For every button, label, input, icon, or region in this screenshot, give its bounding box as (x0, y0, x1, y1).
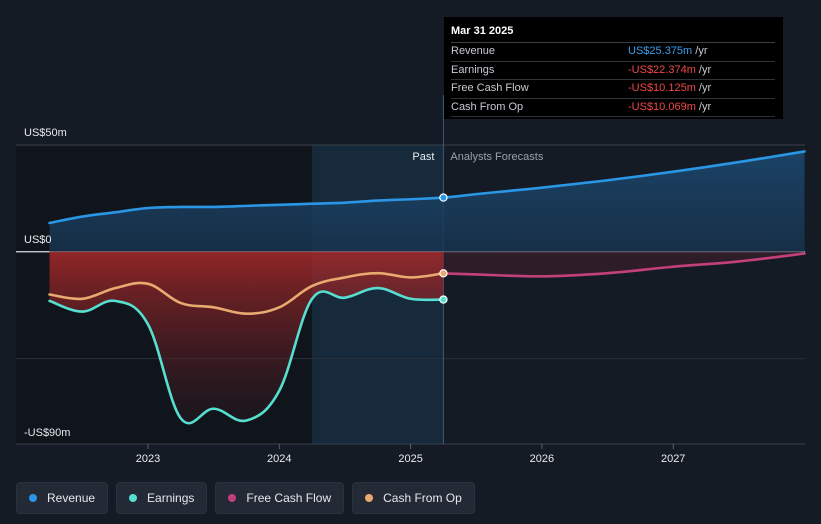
legend-label: Earnings (147, 491, 195, 505)
tooltip-label: Cash From Op (451, 100, 524, 113)
tooltip-value: -US$10.125m /yr (628, 82, 712, 94)
x-tick-label: 2025 (398, 453, 422, 465)
marker-cash-from-op[interactable] (439, 269, 448, 278)
y-label-bottom: -US$90m (24, 427, 70, 439)
x-tick-label: 2027 (661, 453, 685, 465)
tooltip-row: Revenue US$25.375m /yr (451, 43, 775, 62)
revenue-area (49, 151, 805, 252)
tooltip-value: -US$22.374m /yr (628, 63, 712, 76)
tooltip-row: Earnings -US$22.374m /yr (451, 62, 775, 80)
tooltip-label: Free Cash Flow (451, 82, 529, 94)
past-label: Past (412, 151, 434, 163)
legend-label: Cash From Op (383, 491, 462, 505)
series-line-cash-from-op (48, 271, 445, 316)
tooltip-label: Revenue (451, 45, 496, 57)
marker-earnings[interactable] (439, 295, 448, 304)
legend-label: Free Cash Flow (246, 491, 332, 505)
series-line-free-cash-flow (442, 252, 806, 278)
legend-dot-icon (29, 494, 37, 502)
legend-item-free-cash-flow[interactable]: Free Cash Flow (215, 482, 345, 514)
x-tick-label: 2026 (530, 453, 554, 465)
legend-dot-icon (365, 494, 374, 502)
legend-label: Revenue (47, 491, 96, 505)
tooltip-label: Earnings (451, 63, 495, 76)
legend: Revenue Earnings Free Cash Flow Cash From O… (16, 482, 475, 516)
tooltip-value: US$25.375m /yr (628, 45, 708, 57)
tooltip-row: Cash From Op -US$10.069m /yr (451, 99, 775, 117)
forecast-label: Analysts Forecasts (450, 151, 543, 163)
legend-item-earnings[interactable]: Earnings (116, 482, 208, 514)
y-label-top: US$50m (24, 127, 67, 139)
x-tick-label: 2023 (136, 453, 160, 465)
series-line-earnings (48, 286, 445, 425)
legend-dot-icon (228, 494, 237, 502)
legend-dot-icon (129, 494, 138, 502)
tooltip: Mar 31 2025 Revenue US$25.375m /yr Earning… (444, 17, 783, 119)
series-line-revenue (48, 150, 806, 225)
chart: US$50m US$0 -US$90m Past Analysts Forecasts 2… (16, 95, 806, 465)
legend-item-cash-from-op[interactable]: Cash From Op (352, 482, 475, 514)
tooltip-row: Free Cash Flow -US$10.125m /yr (451, 80, 775, 99)
tooltip-date: Mar 31 2025 (451, 24, 775, 43)
x-tick-label: 2024 (267, 453, 291, 465)
earnings-area (49, 251, 444, 424)
tooltip-value: -US$10.069m /yr (628, 100, 712, 113)
marker-revenue[interactable] (439, 193, 448, 202)
free-cash-flow-area (443, 251, 805, 277)
legend-item-revenue[interactable]: Revenue (16, 482, 109, 514)
y-label-zero: US$0 (24, 234, 52, 246)
